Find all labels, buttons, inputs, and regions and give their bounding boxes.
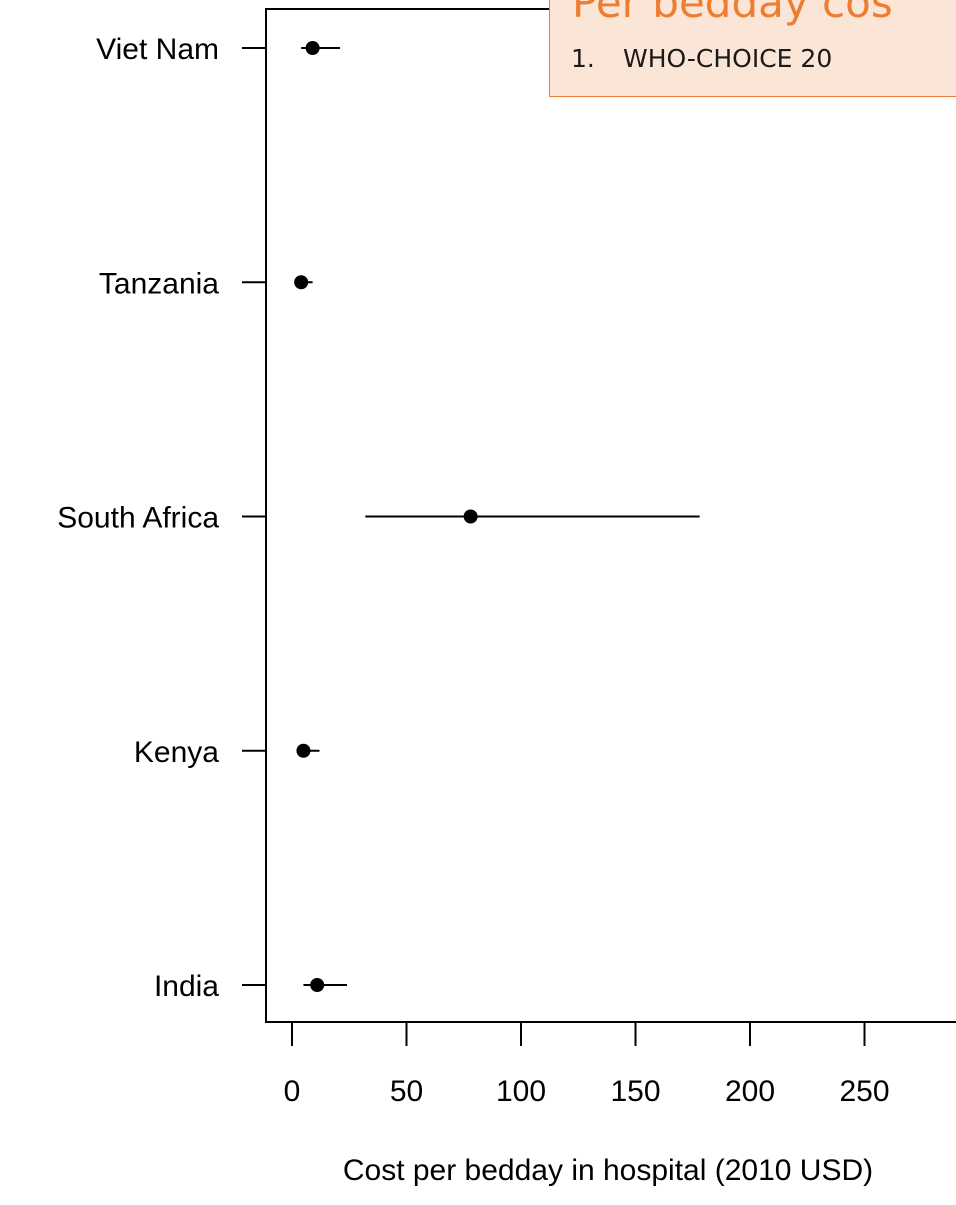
callout-list-item: 1. WHO-CHOICE 20 bbox=[571, 44, 832, 73]
callout-item-number: 1. bbox=[571, 44, 595, 73]
x-axis: 0 50 100 150 200 250 bbox=[284, 1022, 890, 1108]
x-tick-label: 100 bbox=[496, 1075, 546, 1108]
x-tick-label: 250 bbox=[839, 1075, 889, 1108]
y-tick-label: Kenya bbox=[134, 736, 219, 769]
data-point bbox=[305, 41, 320, 55]
data-point bbox=[296, 743, 311, 758]
data-point bbox=[294, 275, 309, 290]
callout-title: Per bedday cos bbox=[572, 0, 893, 27]
data-point bbox=[463, 509, 478, 524]
x-tick-label: 0 bbox=[284, 1075, 301, 1108]
y-tick-label: India bbox=[154, 970, 219, 1003]
x-tick-label: 50 bbox=[390, 1075, 423, 1108]
title-callout-box: Per bedday cos 1. WHO-CHOICE 20 bbox=[549, 0, 956, 97]
data-series bbox=[294, 41, 700, 992]
x-tick-label: 200 bbox=[725, 1075, 775, 1108]
callout-item-text: WHO-CHOICE 20 bbox=[623, 44, 833, 73]
y-tick-label: Viet Nam bbox=[96, 33, 219, 66]
y-tick-label: Tanzania bbox=[99, 267, 219, 300]
y-axis: Viet Nam Tanzania South Africa Kenya India bbox=[57, 33, 266, 1003]
x-tick-label: 150 bbox=[610, 1075, 660, 1108]
data-point bbox=[310, 978, 325, 992]
y-tick-label: South Africa bbox=[57, 502, 219, 535]
x-axis-label: Cost per bedday in hospital (2010 USD) bbox=[343, 1154, 873, 1187]
